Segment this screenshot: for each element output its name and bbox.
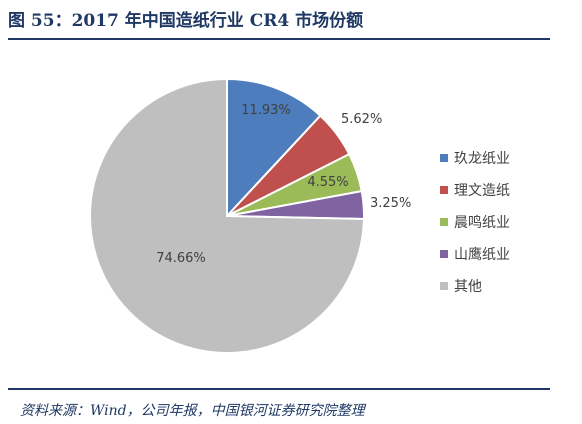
slice-data-label: 74.66% (156, 251, 206, 266)
legend-swatch (440, 154, 448, 162)
title-rule (8, 38, 550, 40)
source-rule (8, 388, 550, 390)
slice-data-label: 3.25% (370, 196, 411, 211)
legend-item: 晨鸣纸业 (440, 206, 510, 238)
slice-data-label: 11.93% (241, 103, 291, 118)
legend-label: 山鹰纸业 (454, 247, 510, 263)
pie-slice (89, 77, 365, 354)
legend-label: 理文造纸 (454, 183, 510, 199)
legend-swatch (440, 250, 448, 258)
legend-label: 其他 (454, 279, 482, 295)
pie-slice (226, 77, 322, 219)
legend-label: 晨鸣纸业 (454, 215, 510, 231)
slice-data-label: 4.55% (307, 175, 348, 190)
legend-item: 山鹰纸业 (440, 238, 510, 270)
legend-label: 玖龙纸业 (454, 151, 510, 167)
legend-item: 理文造纸 (440, 174, 510, 206)
figure-title: 图 55：2017 年中国造纸行业 CR4 市场份额 (8, 11, 364, 31)
chart-legend: 玖龙纸业 理文造纸 晨鸣纸业 山鹰纸业 其他 (440, 142, 510, 302)
source-note: 资料来源：Wind，公司年报，中国银河证券研究院整理 (20, 403, 365, 419)
legend-swatch (440, 186, 448, 194)
legend-item: 其他 (440, 270, 510, 302)
legend-item: 玖龙纸业 (440, 142, 510, 174)
legend-swatch (440, 218, 448, 226)
legend-swatch (440, 282, 448, 290)
slice-data-label: 5.62% (341, 112, 382, 127)
